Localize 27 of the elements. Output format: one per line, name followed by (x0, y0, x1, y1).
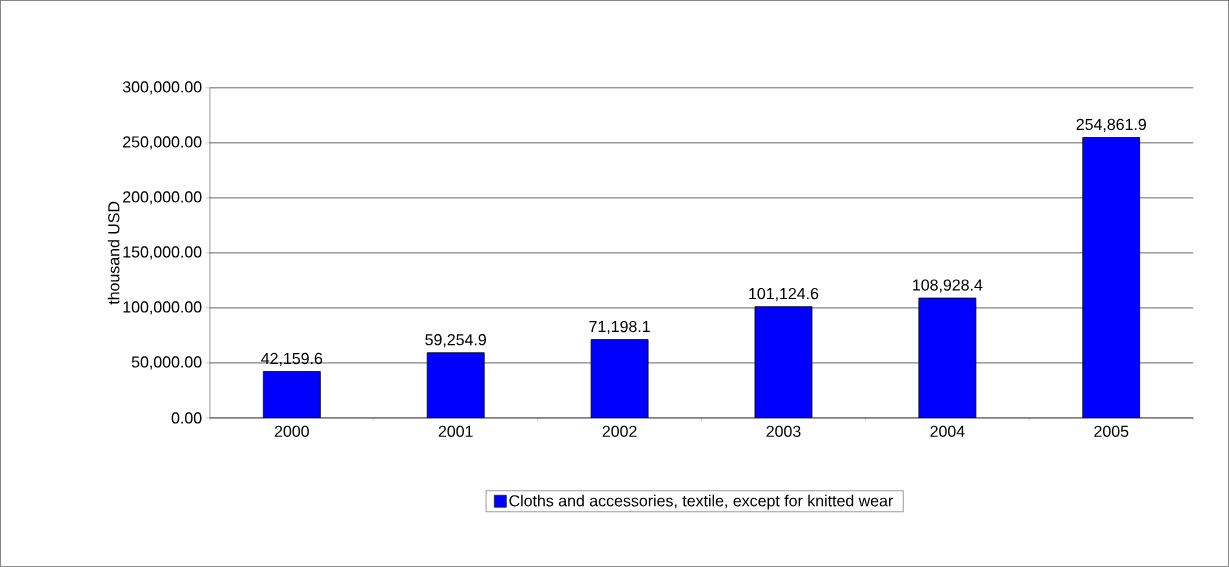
text: 254,861.9 (1076, 118, 1146, 133)
text: 101,124.6 (749, 288, 819, 302)
y-tick-label: 300,000.00 (122, 81, 202, 95)
bar (754, 306, 813, 419)
x-tick-label: 2003 (766, 425, 801, 438)
bar (426, 352, 485, 419)
text: 59,254.9 (425, 334, 486, 348)
bar (262, 371, 321, 419)
y-tick-label: 150,000.00 (123, 246, 202, 260)
text: 42,159.6 (261, 352, 323, 367)
y-tick-label: 200,000.00 (123, 191, 202, 205)
y-tick-label: 250,000.00 (123, 136, 202, 150)
x-tick-label: 2001 (438, 425, 473, 438)
y-tick-label: 0.00 (171, 412, 202, 424)
y-tick-label: 50,000.00 (131, 356, 202, 370)
x-tick-label: 2000 (274, 425, 309, 438)
legend-label: Cloths and accessories, textile, except for knitted wear (509, 494, 893, 510)
text: 71,198.1 (589, 321, 650, 335)
y-tick-label: 100,000.00 (123, 301, 202, 315)
y-axis-title: thousand USD (107, 201, 120, 305)
bar (918, 297, 977, 419)
text: 108,928.4 (913, 279, 983, 293)
x-tick-label: 2002 (602, 425, 637, 438)
bar (1082, 137, 1141, 419)
bar (590, 339, 649, 419)
x-tick-label: 2004 (930, 425, 965, 438)
x-tick-label: 2005 (1094, 425, 1129, 438)
